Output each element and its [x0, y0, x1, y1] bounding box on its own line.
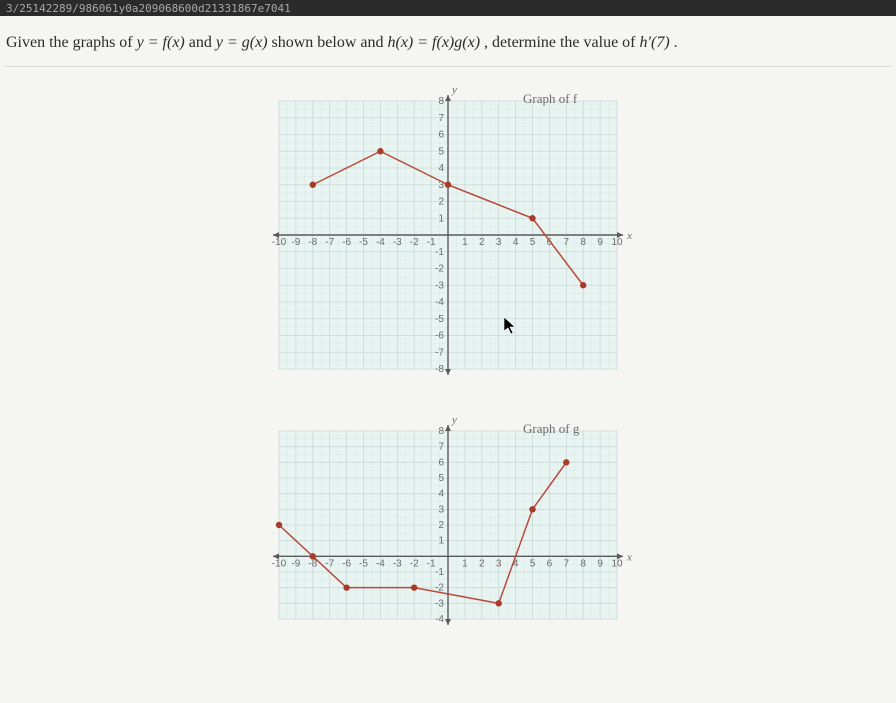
problem-eq1: y = f(x)	[137, 34, 185, 51]
problem-prefix: Given the graphs of	[6, 34, 137, 51]
svg-text:-6: -6	[342, 558, 351, 569]
svg-text:1: 1	[462, 558, 468, 569]
svg-text:-1: -1	[435, 567, 444, 578]
svg-text:-4: -4	[376, 558, 385, 569]
svg-text:2: 2	[479, 237, 485, 248]
svg-text:-10: -10	[272, 237, 287, 248]
svg-text:-5: -5	[359, 237, 368, 248]
svg-text:3: 3	[496, 558, 502, 569]
svg-text:2: 2	[438, 520, 444, 531]
svg-text:y: y	[451, 415, 457, 426]
svg-text:2: 2	[438, 197, 444, 208]
problem-statement: Given the graphs of y = f(x) and y = g(x…	[4, 26, 892, 67]
svg-text:-1: -1	[435, 247, 444, 258]
svg-text:5: 5	[530, 558, 536, 569]
svg-text:4: 4	[438, 163, 444, 174]
chart-f-title: Graph of f	[523, 91, 577, 107]
titlebar-text: 3/25142289/986061y0a209068600d21331867e7…	[6, 2, 291, 15]
svg-text:10: 10	[611, 237, 623, 248]
chart-f: -10-9-8-7-6-5-4-3-2-112345678910-8-7-6-5…	[263, 85, 633, 385]
svg-text:x: x	[626, 551, 632, 563]
svg-text:-2: -2	[435, 264, 444, 275]
svg-text:3: 3	[496, 237, 502, 248]
svg-text:10: 10	[611, 558, 623, 569]
chart-g-wrap: Graph of g -10-9-8-7-6-5-4-3-2-112345678…	[263, 415, 633, 635]
svg-text:7: 7	[564, 237, 570, 248]
svg-text:-7: -7	[325, 237, 334, 248]
svg-text:8: 8	[580, 237, 586, 248]
svg-text:-6: -6	[435, 331, 444, 342]
svg-text:-10: -10	[272, 558, 287, 569]
page-content: Given the graphs of y = f(x) and y = g(x…	[0, 16, 896, 635]
svg-text:3: 3	[438, 504, 444, 515]
problem-eq4: h′(7)	[640, 34, 670, 51]
svg-text:4: 4	[513, 237, 519, 248]
svg-text:6: 6	[438, 457, 444, 468]
svg-text:-3: -3	[393, 558, 402, 569]
chart-f-wrap: Graph of f -10-9-8-7-6-5-4-3-2-112345678…	[263, 85, 633, 385]
problem-mid1: and	[189, 34, 216, 51]
svg-text:-3: -3	[393, 237, 402, 248]
svg-text:7: 7	[438, 113, 444, 124]
svg-text:y: y	[451, 85, 457, 96]
svg-text:x: x	[626, 230, 632, 242]
problem-eq2: y = g(x)	[216, 34, 268, 51]
svg-text:1: 1	[438, 536, 444, 547]
svg-text:-6: -6	[342, 237, 351, 248]
svg-text:-5: -5	[359, 558, 368, 569]
charts-container: Graph of f -10-9-8-7-6-5-4-3-2-112345678…	[4, 67, 892, 635]
chart-g-title: Graph of g	[523, 421, 579, 437]
svg-text:8: 8	[438, 426, 444, 437]
svg-text:1: 1	[438, 213, 444, 224]
problem-mid2: shown below and	[272, 34, 388, 51]
svg-text:5: 5	[438, 473, 444, 484]
svg-text:5: 5	[438, 146, 444, 157]
svg-text:-4: -4	[435, 297, 444, 308]
svg-text:6: 6	[547, 558, 553, 569]
svg-text:9: 9	[597, 558, 603, 569]
svg-text:-4: -4	[435, 614, 444, 625]
svg-text:-8: -8	[308, 237, 317, 248]
svg-text:-2: -2	[410, 558, 419, 569]
svg-text:9: 9	[597, 237, 603, 248]
svg-text:-3: -3	[435, 280, 444, 291]
svg-text:6: 6	[438, 130, 444, 141]
problem-mid3: , determine the value of	[484, 34, 640, 51]
svg-text:-3: -3	[435, 598, 444, 609]
svg-text:7: 7	[438, 442, 444, 453]
svg-text:7: 7	[564, 558, 570, 569]
svg-text:-4: -4	[376, 237, 385, 248]
svg-text:1: 1	[462, 237, 468, 248]
svg-text:-9: -9	[291, 558, 300, 569]
svg-text:8: 8	[438, 96, 444, 107]
svg-text:-5: -5	[435, 314, 444, 325]
chart-g: -10-9-8-7-6-5-4-3-2-112345678910-4-3-2-1…	[263, 415, 633, 635]
svg-text:-7: -7	[435, 347, 444, 358]
svg-text:5: 5	[530, 237, 536, 248]
svg-text:-7: -7	[325, 558, 334, 569]
svg-text:2: 2	[479, 558, 485, 569]
svg-text:-8: -8	[435, 364, 444, 375]
problem-suffix: .	[674, 34, 678, 51]
problem-eq3: h(x) = f(x)g(x)	[388, 34, 481, 51]
svg-text:8: 8	[580, 558, 586, 569]
svg-text:-2: -2	[410, 237, 419, 248]
window-titlebar: 3/25142289/986061y0a209068600d21331867e7…	[0, 0, 896, 16]
svg-text:-9: -9	[291, 237, 300, 248]
svg-text:4: 4	[438, 489, 444, 500]
